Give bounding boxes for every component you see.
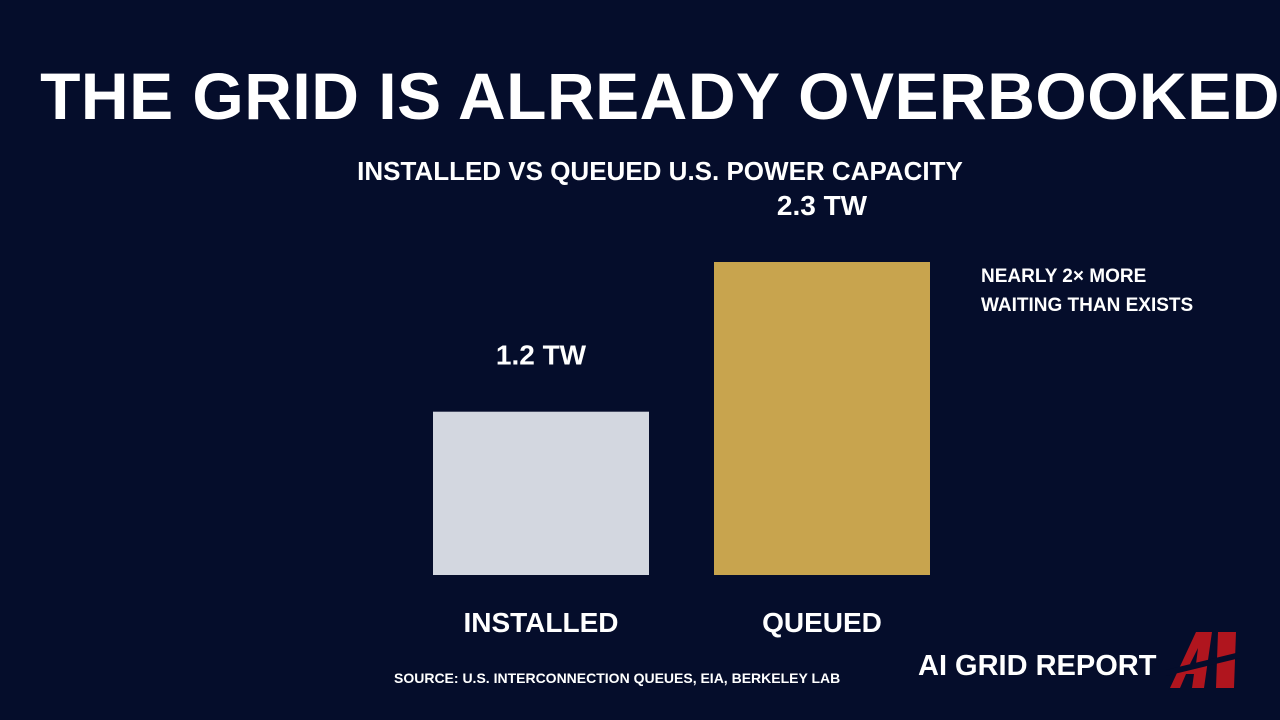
annotation-line-2: WAITING THAN EXISTS bbox=[981, 295, 1194, 316]
page-title: THE GRID IS ALREADY OVERBOOKED bbox=[40, 59, 1280, 133]
annotation-line-1: NEARLY 2× MORE bbox=[981, 266, 1147, 287]
bar-installed bbox=[433, 411, 649, 575]
logo-a-counter bbox=[1190, 648, 1198, 664]
category-label-installed: INSTALLED bbox=[463, 607, 618, 638]
logo-a-shape bbox=[1170, 632, 1212, 688]
chart-annotation: NEARLY 2× MORE WAITING THAN EXISTS bbox=[981, 262, 1193, 320]
value-label-queued: 2.3 TW bbox=[777, 190, 868, 221]
source-note: SOURCE: U.S. INTERCONNECTION QUEUES, EIA… bbox=[394, 670, 841, 686]
bar-queued bbox=[714, 262, 930, 575]
brand-name: AI GRID REPORT bbox=[918, 650, 1157, 682]
chart-subtitle: INSTALLED VS QUEUED U.S. POWER CAPACITY bbox=[357, 156, 963, 186]
category-label-queued: QUEUED bbox=[762, 607, 882, 638]
brand-logo-icon bbox=[1166, 632, 1240, 688]
logo-slash bbox=[1166, 652, 1240, 676]
value-label-installed: 1.2 TW bbox=[496, 340, 587, 371]
